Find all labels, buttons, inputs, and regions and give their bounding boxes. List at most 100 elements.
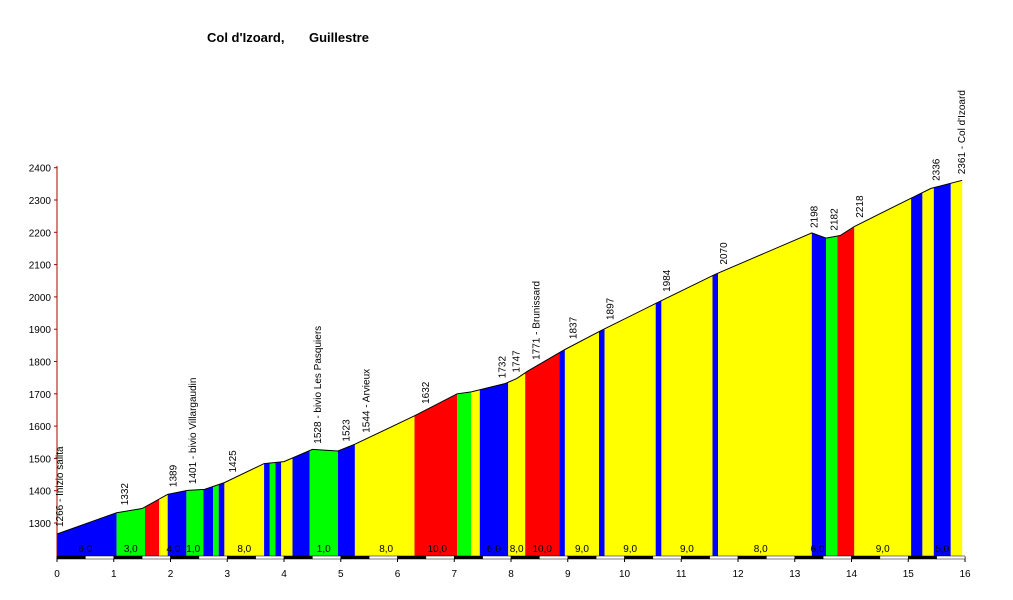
- km-band: [851, 555, 881, 560]
- gradient-label: 8,0: [237, 544, 251, 555]
- profile-segment-blue: [218, 482, 225, 556]
- profile-segment-yellow: [604, 303, 656, 556]
- profile-segment-green: [826, 236, 838, 556]
- gradient-label: 1,0: [186, 544, 200, 555]
- y-tick-label: 2100: [29, 261, 52, 272]
- elevation-label: 1544 - Arvieux: [361, 369, 372, 433]
- profile-segment-green: [457, 391, 472, 556]
- profile-segment-green: [269, 462, 276, 556]
- profile-segment-yellow: [922, 187, 934, 556]
- elevation-label: 1266 - Inizio salita: [55, 446, 66, 527]
- elevation-label: 1528 - bivio Les Pasquiers: [313, 326, 324, 444]
- gradient-label: 6,0: [810, 544, 824, 555]
- gradient-label: 10,0: [532, 544, 552, 555]
- km-band: [482, 555, 512, 560]
- x-tick-label: 12: [732, 569, 744, 580]
- profile-segment-red: [145, 499, 160, 556]
- km-band: [681, 555, 710, 560]
- km-band: [879, 555, 909, 560]
- x-tick-label: 1: [111, 569, 117, 580]
- profile-segment-yellow: [281, 457, 293, 556]
- elevation-label: 2198: [810, 205, 821, 228]
- profile-segment-blue: [479, 382, 509, 556]
- profile-segment-blue: [337, 444, 355, 556]
- y-tick-label: 2200: [29, 228, 52, 239]
- elevation-label: 1425: [228, 450, 239, 473]
- y-tick-label: 1600: [29, 422, 52, 433]
- gradient-label: 4,0: [166, 544, 180, 555]
- gradient-label: 1,0: [317, 544, 331, 555]
- gradient-label: 6,0: [487, 544, 501, 555]
- profile-segment-yellow: [661, 275, 713, 556]
- km-band: [510, 555, 540, 560]
- profile-segment-blue: [599, 328, 605, 556]
- gradient-label: 10,0: [427, 544, 447, 555]
- x-tick-label: 9: [565, 569, 571, 580]
- km-band: [454, 555, 483, 560]
- profile-segment-blue: [933, 183, 951, 556]
- km-band: [936, 555, 966, 560]
- elevation-label: 1401 - bivio Villargaudin: [188, 378, 199, 485]
- km-band: [283, 555, 313, 560]
- y-tick-label: 2300: [29, 196, 52, 207]
- elevation-label: 2182: [830, 208, 841, 231]
- km-band: [56, 555, 86, 560]
- profile-segment-blue: [203, 486, 214, 556]
- elevation-label: 1837: [568, 316, 579, 339]
- x-tick-label: 6: [395, 569, 401, 580]
- gradient-label: 5,0: [935, 544, 949, 555]
- gradient-label: 8,0: [379, 544, 393, 555]
- x-tick-label: 2: [168, 569, 174, 580]
- elevation-label: 2361 - Col d'Izoard: [957, 90, 968, 174]
- x-tick-label: 10: [619, 569, 631, 580]
- profile-segment-blue: [811, 232, 826, 556]
- profile-segment-yellow: [159, 494, 168, 556]
- km-band: [368, 555, 398, 560]
- km-band: [340, 555, 370, 560]
- profile-segment-green: [213, 484, 219, 556]
- km-band: [567, 555, 597, 560]
- km-band: [255, 555, 285, 560]
- profile-segment-green: [309, 449, 338, 556]
- elevation-label: 1523: [341, 419, 352, 442]
- km-band: [85, 555, 114, 560]
- profile-segment-yellow: [224, 463, 265, 556]
- y-tick-label: 1800: [29, 358, 52, 369]
- km-band: [198, 555, 228, 560]
- gradient-label: 9,0: [575, 544, 589, 555]
- profile-segment-yellow: [471, 389, 480, 556]
- elevation-label: 1747: [512, 350, 523, 373]
- km-band: [737, 555, 767, 560]
- km-band: [425, 555, 455, 560]
- elevation-label: 1332: [120, 483, 131, 506]
- profile-segment-green: [186, 489, 204, 556]
- km-band: [539, 555, 568, 560]
- elevation-label: 2218: [855, 195, 866, 218]
- km-band: [312, 555, 341, 560]
- profile-outline: [56, 179, 963, 535]
- km-band: [595, 555, 625, 560]
- x-tick-label: 14: [846, 569, 858, 580]
- profile-segment-red: [837, 226, 855, 556]
- elevation-label: 1984: [662, 269, 673, 292]
- profile-segment-yellow: [718, 232, 812, 556]
- gradient-label: 8,0: [754, 544, 768, 555]
- km-band: [652, 555, 682, 560]
- gradient-segments: [57, 180, 963, 557]
- km-band: [227, 555, 256, 560]
- profile-segment-yellow: [564, 331, 599, 556]
- km-band: [113, 555, 143, 560]
- point-labels: 1266 - Inizio salita 1332 1389 1401 - bivio…: [55, 90, 968, 527]
- km-band: [170, 555, 200, 560]
- profile-segment-yellow: [950, 180, 963, 557]
- km-band: [709, 555, 739, 560]
- x-tick-label: 5: [338, 569, 344, 580]
- profile-segment-blue: [275, 461, 282, 556]
- elevation-label: 1632: [421, 381, 432, 404]
- y-tick-label: 1700: [29, 390, 52, 401]
- gradient-bar: 6,0 3,0 4,0 1,0 8,0 1,0 8,0 10,0 6,0 8,0 10,0 9,0 9,…: [56, 544, 966, 560]
- y-tick-label: 2000: [29, 293, 52, 304]
- profile-segment-blue: [57, 512, 117, 556]
- profile-segment-yellow: [354, 415, 415, 556]
